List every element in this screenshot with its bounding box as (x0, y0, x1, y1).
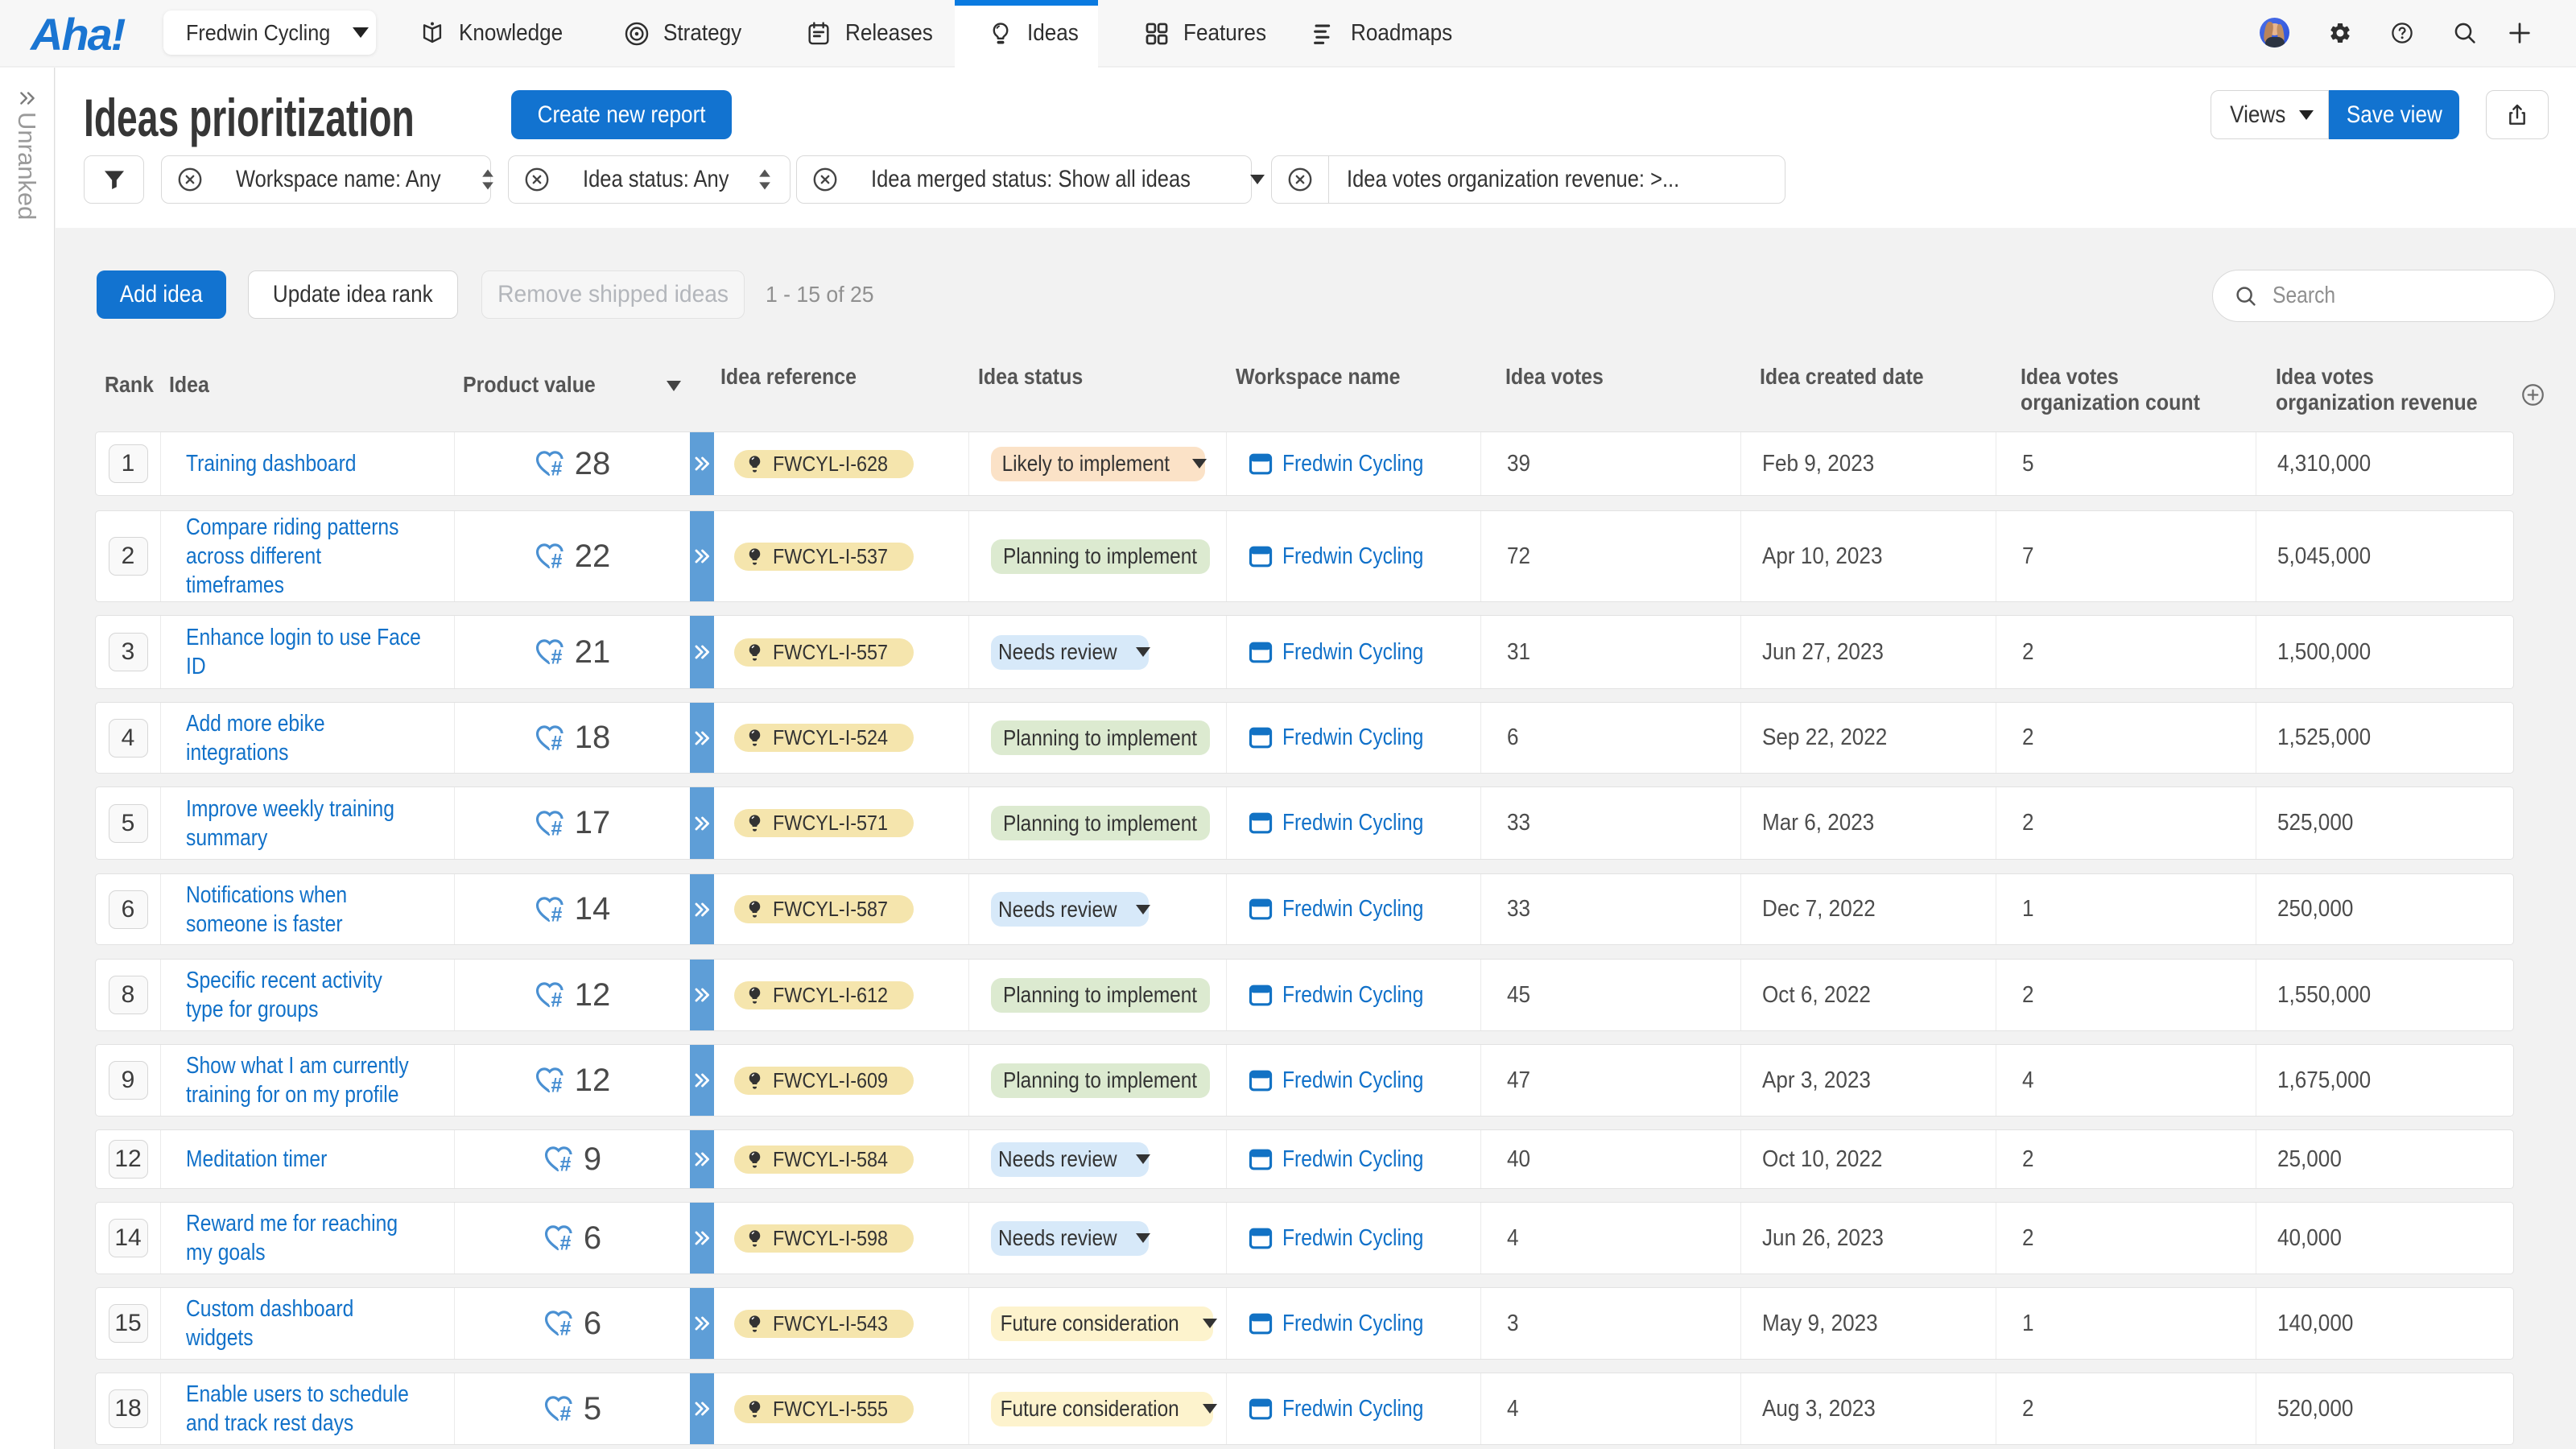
svg-text:#: # (559, 1404, 571, 1424)
svg-text:#: # (551, 904, 562, 924)
svg-text:#: # (551, 647, 562, 667)
svg-text:#: # (551, 1075, 562, 1096)
svg-text:#: # (559, 1154, 571, 1174)
svg-text:#: # (559, 1319, 571, 1339)
svg-text:#: # (551, 459, 562, 479)
svg-text:#: # (559, 1233, 571, 1253)
svg-text:#: # (559, 1319, 571, 1339)
svg-text:#: # (559, 1154, 571, 1174)
svg-text:#: # (551, 647, 562, 667)
svg-text:#: # (551, 733, 562, 753)
svg-text:#: # (551, 990, 562, 1010)
svg-text:#: # (551, 818, 562, 838)
svg-text:#: # (551, 459, 562, 479)
svg-text:#: # (551, 1075, 562, 1096)
svg-text:#: # (551, 818, 562, 838)
svg-text:#: # (551, 990, 562, 1010)
svg-text:#: # (551, 904, 562, 924)
svg-text:#: # (559, 1404, 571, 1424)
svg-text:#: # (559, 1233, 571, 1253)
svg-text:#: # (551, 551, 562, 572)
svg-text:#: # (551, 733, 562, 753)
svg-text:#: # (551, 551, 562, 572)
